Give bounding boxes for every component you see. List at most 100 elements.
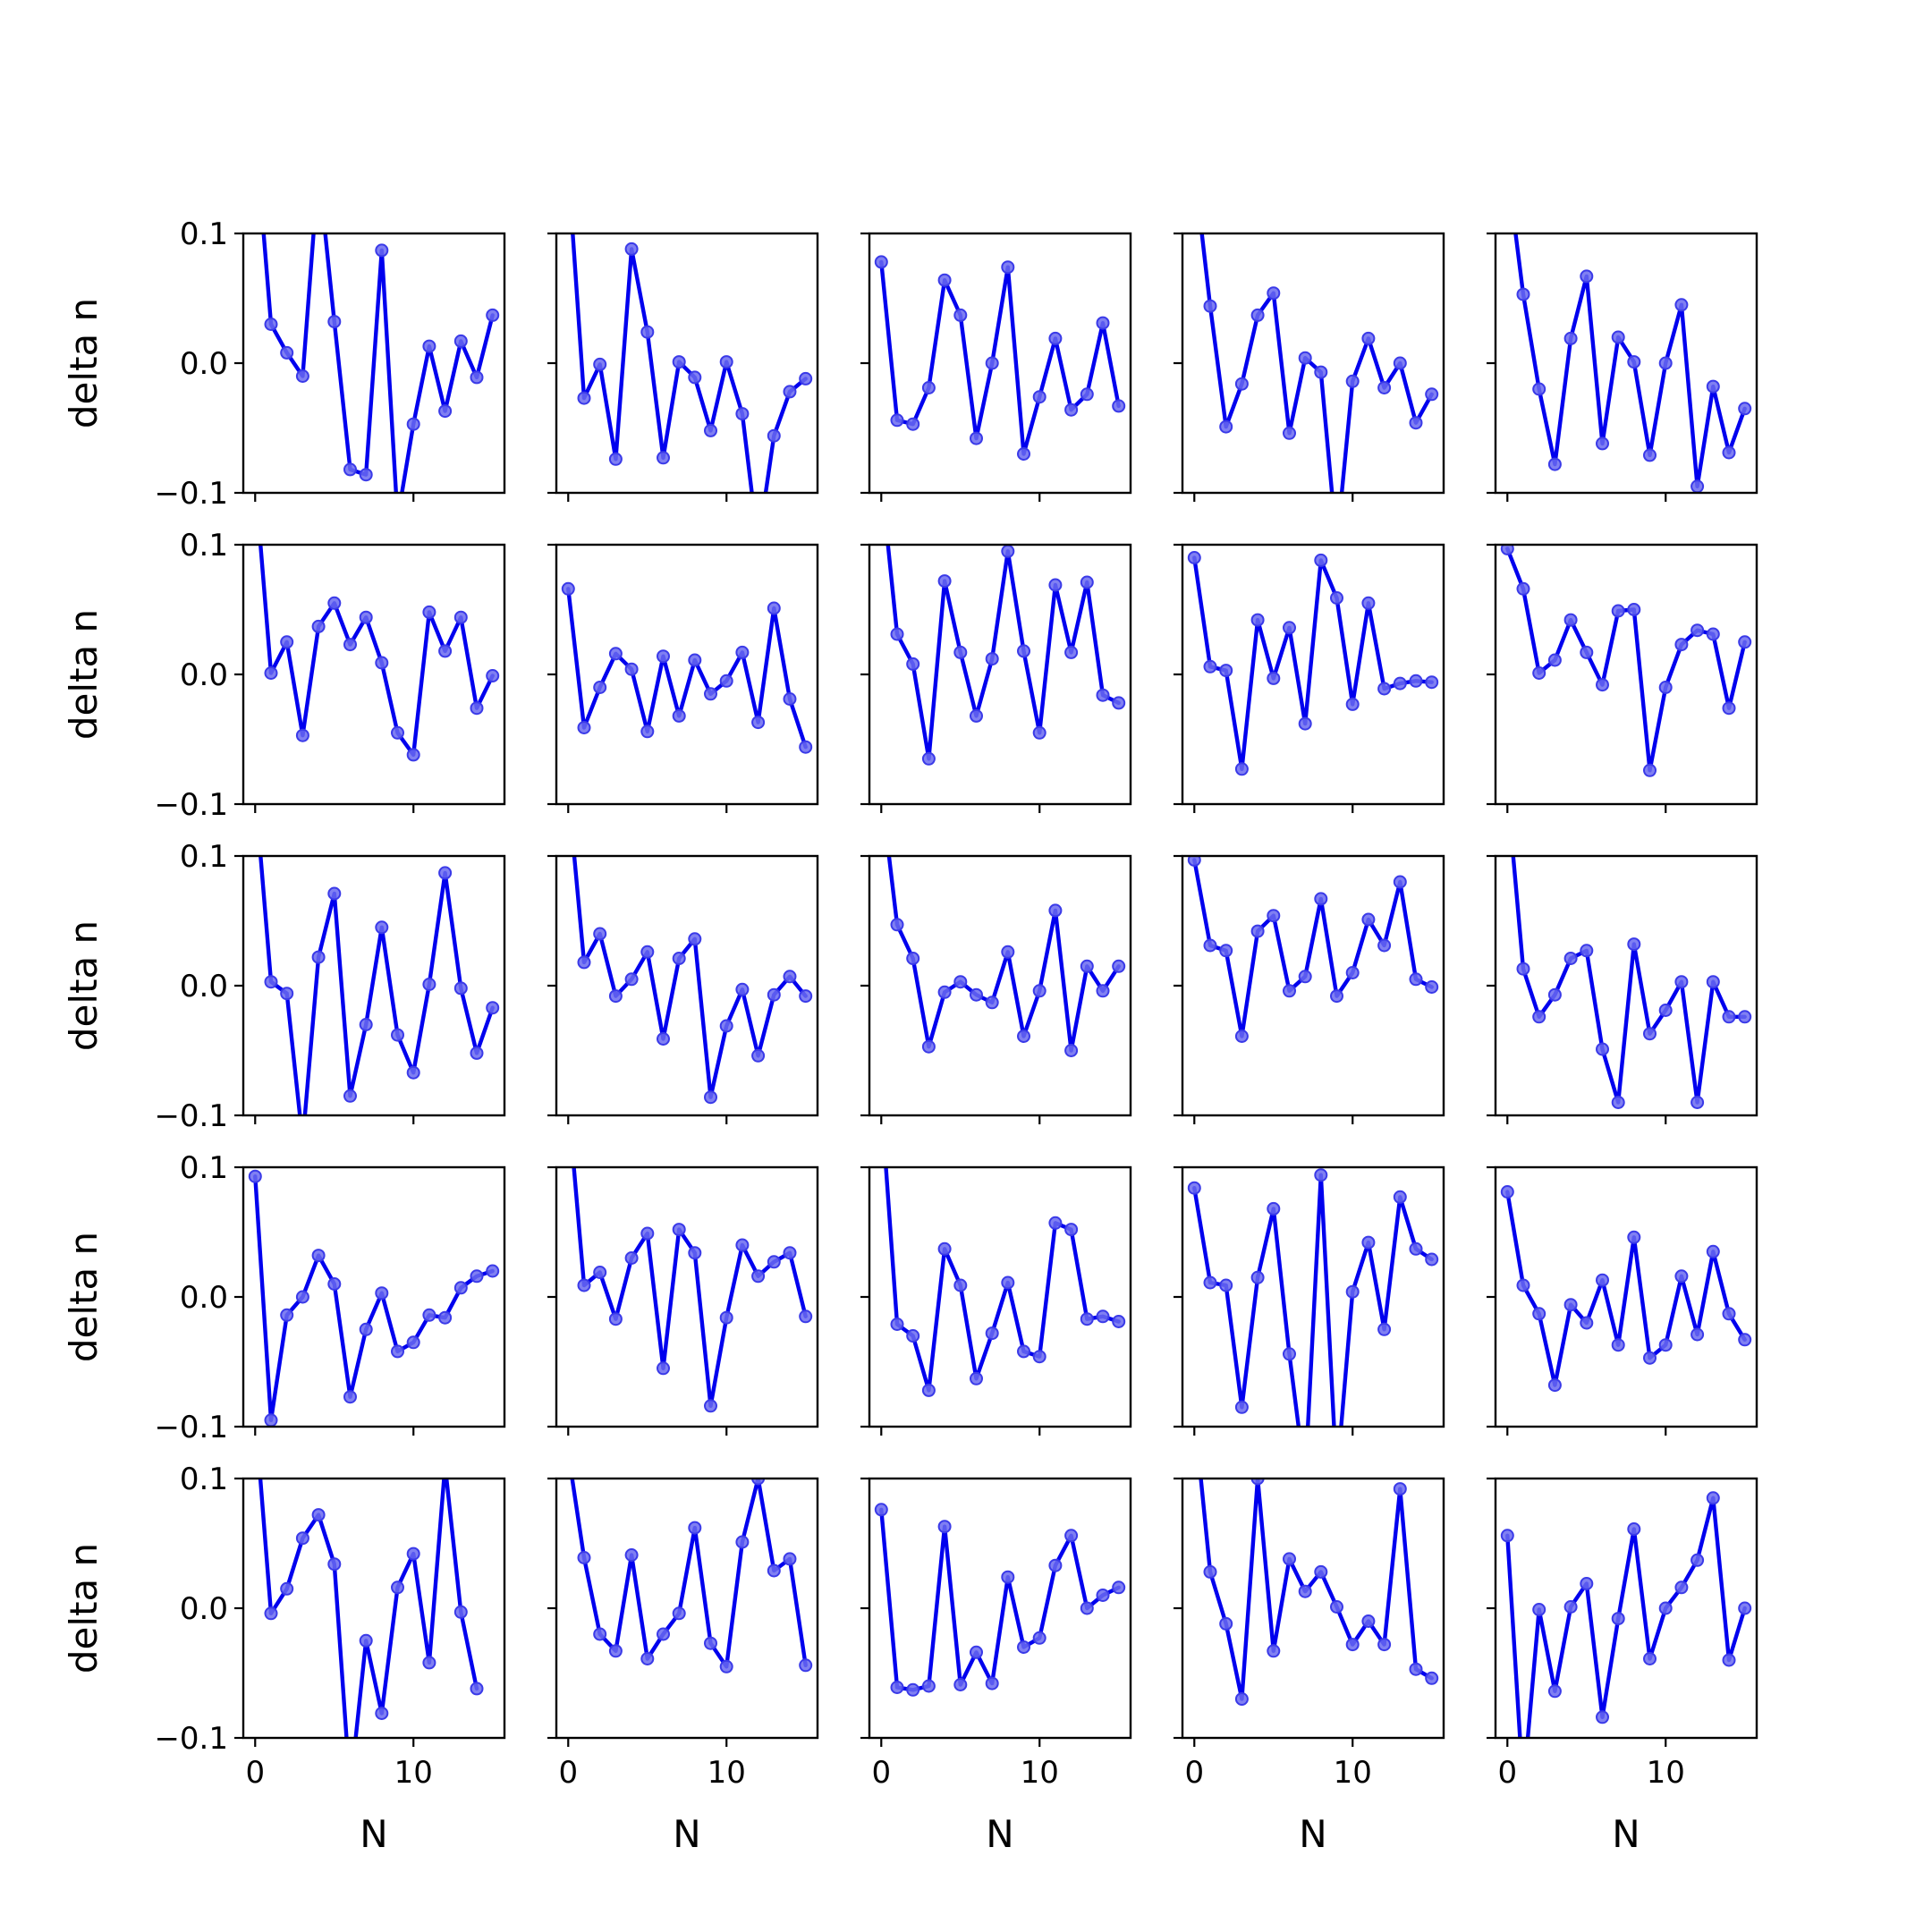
data-point: [657, 1361, 670, 1376]
data-point: [640, 724, 655, 739]
data-point: [1330, 989, 1343, 1004]
data-point: [391, 1580, 404, 1595]
data-point: [1580, 269, 1594, 284]
data-point: [1267, 909, 1281, 923]
data-point: [1032, 390, 1046, 404]
data-point: [406, 1065, 420, 1080]
data-point: [1064, 1044, 1079, 1057]
data-point: [608, 647, 623, 661]
x-axis-label: N: [1612, 1812, 1640, 1856]
data-point: [375, 1286, 389, 1301]
data-point: [1314, 1168, 1328, 1182]
axes-frame: [555, 854, 819, 1117]
data-point: [1409, 972, 1423, 987]
data-point: [1674, 298, 1689, 312]
data-point: [1048, 1558, 1063, 1572]
data-point: [1001, 545, 1015, 558]
y-tick-label: 0.0: [180, 1591, 228, 1627]
data-point: [1596, 1042, 1609, 1056]
data-point: [874, 1503, 888, 1517]
data-point: [1658, 681, 1673, 694]
data-point: [593, 927, 607, 941]
data-point: [624, 1548, 639, 1562]
x-tick-label: 10: [1647, 1755, 1685, 1791]
data-point: [1611, 604, 1625, 618]
data-point: [1643, 763, 1657, 777]
data-point: [1547, 1684, 1562, 1699]
y-tick-label: 0.1: [180, 1462, 228, 1497]
data-point: [937, 574, 952, 589]
x-tick-label: 10: [1021, 1755, 1059, 1791]
data-point: [343, 462, 357, 477]
data-point: [767, 601, 781, 615]
data-point: [906, 417, 920, 431]
data-point: [1361, 1614, 1376, 1628]
data-point: [751, 1269, 766, 1284]
data-point: [1500, 1185, 1514, 1199]
axes-frame: [868, 854, 1132, 1117]
data-point: [1738, 1333, 1752, 1347]
x-tick-label: 10: [708, 1755, 746, 1791]
data-point: [1690, 623, 1705, 638]
data-point: [1203, 299, 1217, 313]
data-point: [327, 596, 342, 610]
data-point: [391, 725, 404, 740]
x-tick-label: 0: [871, 1755, 891, 1791]
series-line: [571, 233, 808, 493]
data-point: [735, 407, 750, 421]
x-tick-label: 10: [1334, 1755, 1372, 1791]
subplot-r2-c2: [547, 543, 819, 813]
data-point: [563, 163, 574, 174]
data-point: [1674, 638, 1689, 652]
data-point: [1377, 381, 1392, 394]
data-point: [1096, 688, 1110, 702]
data-point: [438, 644, 453, 658]
data-point: [1658, 356, 1673, 370]
subplot-r3-c5: [1487, 785, 1758, 1124]
data-point: [1250, 1479, 1265, 1486]
data-point: [1283, 984, 1296, 998]
y-tick-label: 0.1: [180, 1150, 228, 1186]
data-point: [1298, 970, 1312, 984]
data-point: [672, 355, 686, 369]
data-point: [375, 1707, 389, 1720]
subplot-r4-c1: 0.1 0.0 −0.1 delta n: [62, 1150, 506, 1445]
x-tick-label: 0: [245, 1755, 265, 1791]
data-point: [453, 1605, 468, 1619]
data-point: [1690, 1327, 1705, 1342]
subplot-r1-c3: [860, 232, 1132, 502]
data-point: [250, 785, 261, 797]
data-point: [735, 1238, 750, 1252]
data-point: [970, 1645, 983, 1659]
data-point: [921, 1679, 936, 1693]
data-point: [344, 1784, 356, 1796]
data-point: [1298, 716, 1312, 731]
data-point: [1722, 701, 1736, 716]
y-tick-label: 0.1: [180, 839, 228, 875]
data-point: [1580, 1316, 1594, 1330]
data-point: [953, 645, 968, 659]
data-point: [264, 318, 278, 331]
data-point: [1219, 664, 1233, 678]
data-point: [624, 1251, 639, 1265]
data-point: [1580, 1577, 1594, 1590]
data-point: [422, 978, 436, 991]
data-point: [295, 1290, 309, 1304]
data-point: [1377, 682, 1392, 696]
data-point: [280, 987, 294, 1001]
data-point: [953, 1678, 968, 1691]
data-point: [1017, 1640, 1030, 1654]
data-point: [1080, 575, 1094, 589]
data-point: [311, 1249, 326, 1263]
y-axis-label: delta n: [62, 609, 106, 740]
data-point: [1345, 1284, 1360, 1299]
data-point: [1674, 1580, 1689, 1595]
data-point: [1690, 479, 1705, 493]
data-point: [1674, 975, 1689, 989]
data-point: [295, 1531, 309, 1546]
subplot-r4-c5: [1487, 1165, 1758, 1436]
data-point: [1502, 785, 1513, 797]
data-point: [1298, 351, 1312, 365]
data-point: [1345, 966, 1360, 979]
